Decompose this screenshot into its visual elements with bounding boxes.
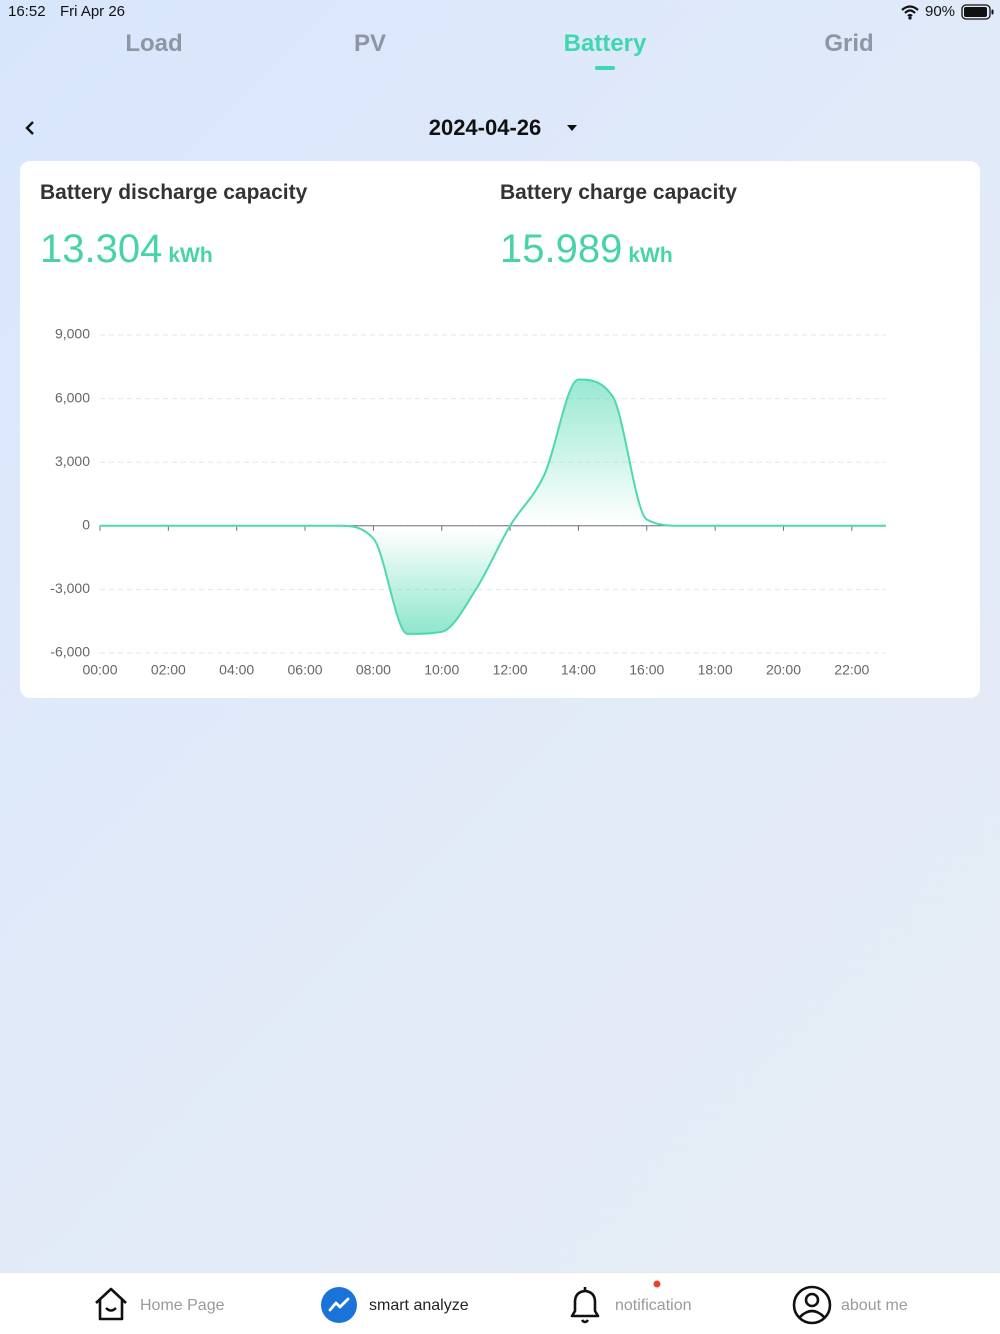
home-icon[interactable] <box>92 1285 130 1323</box>
y-tick-label: 3,000 <box>55 453 90 469</box>
value-number: 15.989 <box>500 227 623 271</box>
notification-icon[interactable] <box>566 1285 604 1325</box>
tab[interactable]: Battery <box>563 30 647 57</box>
status-date: Fri Apr 26 <box>60 3 126 20</box>
x-tick-label: 02:00 <box>151 662 186 678</box>
line <box>99 378 886 635</box>
x-tick-label: 04:00 <box>219 662 254 678</box>
x-tick-label: 16:00 <box>629 662 664 678</box>
x-tick-label: 08:00 <box>356 662 391 678</box>
date-picker[interactable]: 2024-04-26 <box>429 115 542 141</box>
x-tick-label: 20:00 <box>766 662 801 678</box>
date-text: 2024-04-26 <box>428 115 542 140</box>
tab[interactable]: Load <box>125 30 183 57</box>
x-tick-label: 18:00 <box>698 662 733 678</box>
x-tick-label: 12:00 <box>493 662 528 678</box>
wifi-icon <box>901 5 919 20</box>
analyze-icon[interactable] <box>320 1286 358 1324</box>
y-tick-label: 6,000 <box>55 389 90 405</box>
summary-label: Battery charge capacity <box>500 181 737 204</box>
chart: -6,000 -3,000 0 3,000 6,000 9,000 00:00 02:00 04… <box>50 326 886 678</box>
nav-label[interactable]: notification <box>615 1297 692 1314</box>
x-tick-label: 22:00 <box>834 662 869 678</box>
nav-label[interactable]: Home Page <box>140 1297 225 1314</box>
area <box>100 379 886 634</box>
nav-label[interactable]: about me <box>841 1297 908 1314</box>
profile-icon[interactable] <box>792 1285 832 1325</box>
summary-value: 15.989 kWh <box>500 227 673 272</box>
x-tick-label: 00:00 <box>82 662 117 678</box>
battery-icon <box>961 4 994 20</box>
y-tick-label: -6,000 <box>50 644 90 660</box>
x-tick-label: 14:00 <box>561 662 596 678</box>
value-unit: kWh <box>628 244 673 267</box>
y-tick-label: 0 <box>82 517 90 533</box>
notification-badge <box>653 1280 661 1288</box>
x-tick-label: 10:00 <box>424 662 459 678</box>
bottom-nav: Home Page smart analyze notification abo… <box>0 1272 1000 1334</box>
tab-indicator <box>595 66 615 70</box>
nav-label[interactable]: smart analyze <box>369 1297 469 1314</box>
value-unit: kWh <box>168 244 213 267</box>
y-tick-label: 9,000 <box>55 326 90 342</box>
x-tick-label: 06:00 <box>288 662 323 678</box>
tab[interactable]: PV <box>353 30 387 57</box>
summary-value: 13.304 kWh <box>40 227 213 272</box>
value-number: 13.304 <box>40 227 163 271</box>
back-button[interactable] <box>22 119 38 137</box>
status-time: 16:52 <box>8 3 46 20</box>
tab[interactable]: Grid <box>824 30 874 57</box>
status-battery: 90% <box>925 3 956 20</box>
y-tick-label: -3,000 <box>50 580 90 596</box>
summary-label: Battery discharge capacity <box>40 181 308 204</box>
dropdown-caret[interactable] <box>566 123 578 133</box>
chart-card: Battery discharge capacity 13.304 kWh Bat… <box>20 161 980 698</box>
